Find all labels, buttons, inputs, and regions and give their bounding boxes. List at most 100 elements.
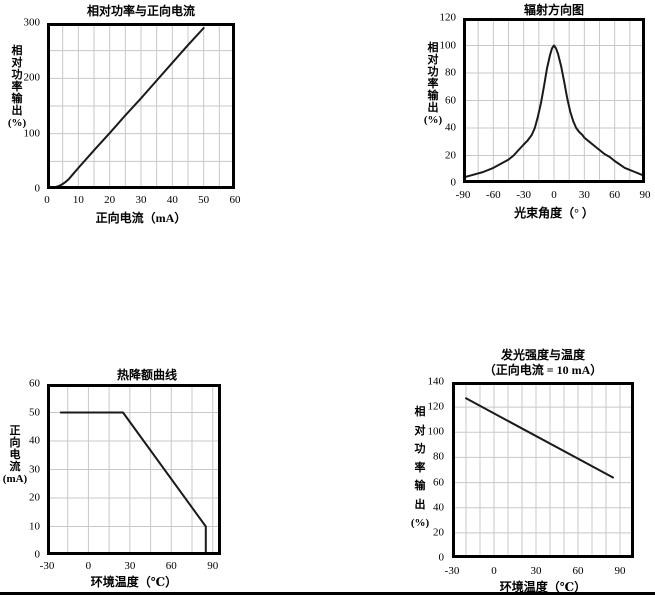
x-tick-label: 50 [198, 194, 210, 206]
x-tick-label: 60 [572, 565, 584, 577]
axis-label-line: 相 [427, 42, 439, 54]
x-axis-label: 环境温度（℃） [90, 575, 178, 589]
y-tick-label: 0 [450, 176, 457, 189]
x-tick-label: -60 [485, 189, 501, 201]
y-tick-label: 10 [29, 520, 40, 533]
x-tick-label: -30 [516, 189, 531, 201]
x-tick-label: 90 [639, 189, 651, 201]
x-tick-label: 0 [85, 560, 92, 572]
x-tick-label: -30 [444, 565, 460, 577]
x-tick-label: 60 [165, 560, 177, 572]
y-tick-label: 80 [433, 450, 444, 463]
y-tick-label: 20 [29, 491, 40, 504]
x-tick-label: -30 [39, 560, 55, 572]
chart-radiation-pattern: 辐射方向图 相对功率输出 (%) 0 20 40 60 80 100 120 -90 -60 -3… [390, 0, 655, 235]
axis-label-line: 出 [427, 102, 439, 114]
y-tick-label: 100 [427, 425, 445, 438]
x-tick-label: 0 [551, 189, 557, 201]
y-tick-label: 60 [29, 377, 40, 390]
x-tick-label: -90 [455, 189, 471, 201]
axis-label-line: 对 [11, 57, 23, 69]
y-tick-label: 300 [23, 16, 41, 29]
y-axis-tick-labels: 0 10 20 30 40 50 60 [2, 378, 43, 561]
axis-label-line: 率 [427, 78, 439, 90]
x-axis-tick-labels: -90 -60 -30 0 30 60 90 [456, 189, 651, 201]
y-tick-label: 100 [23, 127, 41, 140]
page-bottom-border [0, 592, 655, 595]
axis-label-line: 相 [414, 406, 426, 418]
axis-label-line: 输 [11, 93, 23, 105]
plot-area [47, 384, 221, 555]
chart-subtitle: （正向电流 = 10 mA） [483, 363, 603, 377]
x-tick-label: 10 [72, 194, 84, 206]
axis-label-line: (mA) [2, 473, 28, 485]
x-axis-tick-labels: -30 0 30 60 90 [445, 565, 634, 577]
y-tick-label: 60 [433, 476, 444, 489]
y-tick-label: 40 [433, 501, 444, 514]
chart-luminous-intensity-vs-temperature: 发光强度与温度 （正向电流 = 10 mA） 相对功率输出 (%) 0 20 40 60… [390, 340, 655, 598]
x-axis-label: 光束角度（° ） [514, 206, 594, 220]
y-tick-label: 40 [29, 434, 40, 447]
axis-label-line: 正 [9, 425, 21, 437]
y-tick-label: 50 [29, 406, 40, 419]
x-tick-label: 30 [530, 565, 542, 577]
plot-area [452, 382, 634, 558]
y-axis-tick-labels: 0 100 200 300 [2, 17, 43, 195]
axis-label-line: (%) [7, 117, 27, 129]
axis-label-line: 对 [414, 424, 426, 437]
y-tick-label: 40 [445, 121, 456, 134]
axis-label-line: 功 [427, 66, 439, 78]
y-axis-label: 相对功率输出 (%) [407, 403, 433, 533]
y-tick-label: 140 [427, 375, 445, 388]
y-tick-label: 0 [34, 548, 41, 561]
x-tick-label: 30 [124, 560, 136, 572]
y-tick-label: 80 [445, 66, 456, 79]
axis-label-line: 流 [9, 461, 21, 473]
axis-label-line: 出 [414, 498, 426, 511]
y-axis-tick-labels: 0 20 40 60 80 100 120 [418, 12, 459, 189]
chart-thermal-derating-curve: 热降额曲线 正向电流 (mA) 0 10 20 30 40 50 60 -30 0 30 60 90 … [0, 340, 250, 598]
x-tick-label: 30 [578, 189, 590, 201]
chart-title: 相对功率与正向电流 [86, 4, 195, 18]
chart-title: 热降额曲线 [116, 368, 177, 382]
y-tick-label: 20 [445, 149, 456, 162]
chart-title: 辐射方向图 [523, 3, 584, 17]
axis-label-line: 率 [11, 81, 23, 93]
y-tick-label: 120 [427, 400, 445, 413]
y-tick-label: 200 [23, 71, 41, 84]
x-tick-label: 30 [135, 194, 147, 206]
y-tick-label: 0 [34, 182, 41, 195]
x-tick-label: 60 [229, 194, 241, 206]
plot-area [47, 23, 235, 189]
axis-label-line: (%) [410, 517, 430, 529]
x-axis-tick-labels: -30 0 30 60 90 [40, 560, 221, 572]
chart-relative-power-vs-forward-current: 相对功率与正向电流 相对功率输出 (%) 0 100 200 300 0 10 20 30 40… [0, 0, 250, 235]
axis-label-line: 向 [9, 437, 21, 449]
axis-label-line: 功 [11, 69, 23, 81]
y-tick-label: 100 [439, 39, 457, 52]
x-axis-label: 环境温度（℃） [499, 580, 587, 594]
x-axis-tick-labels: 0 10 20 30 40 50 60 [44, 194, 240, 206]
x-tick-label: 40 [166, 194, 178, 206]
axis-label-line: 输 [414, 480, 426, 492]
y-tick-label: 0 [438, 551, 445, 564]
y-tick-label: 30 [29, 463, 40, 476]
y-axis-label: 正向电流 (mA) [2, 425, 28, 485]
plot-area [463, 18, 645, 183]
y-axis-label: 相对功率输出 (%) [4, 45, 30, 129]
axis-label-line: 功 [414, 443, 426, 455]
axis-label-line: 出 [11, 105, 23, 117]
y-tick-label: 120 [439, 11, 457, 24]
x-tick-label: 90 [207, 560, 219, 572]
x-axis-label: 正向电流（mA） [95, 211, 187, 225]
y-axis-tick-labels: 0 20 40 60 80 100 120 140 [406, 376, 447, 564]
x-tick-label: 0 [491, 565, 497, 577]
y-axis-label: 相对功率输出 (%) [420, 42, 446, 126]
axis-label-line: 率 [414, 461, 426, 474]
y-tick-label: 20 [433, 526, 444, 539]
axis-label-line: (%) [423, 114, 443, 126]
x-tick-label: 90 [614, 565, 626, 577]
chart-title: 发光强度与温度 [500, 348, 585, 362]
axis-label-line: 相 [11, 45, 23, 57]
